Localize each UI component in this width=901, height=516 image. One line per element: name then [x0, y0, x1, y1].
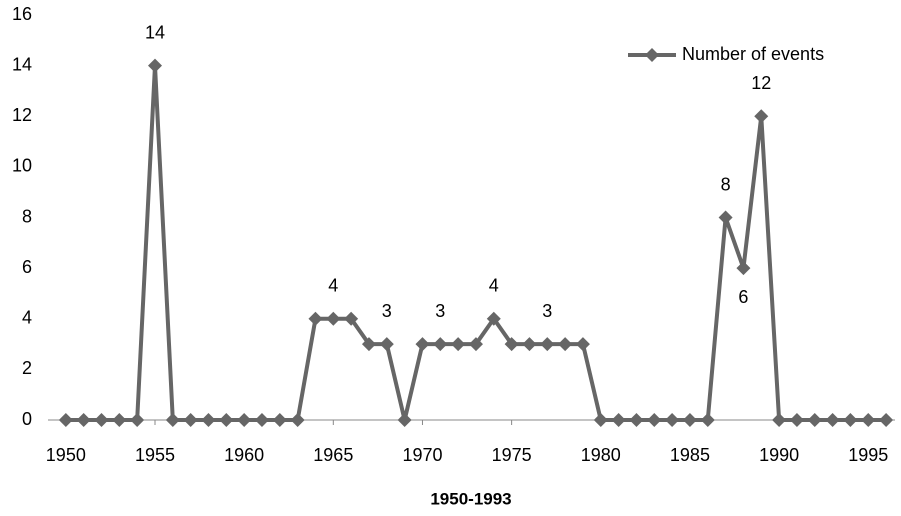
data-point [237, 413, 252, 427]
data-point [789, 413, 804, 427]
data-point [504, 337, 519, 352]
data-point [611, 413, 626, 427]
data-point [308, 311, 323, 326]
data-point [397, 413, 412, 427]
data-point [112, 413, 127, 427]
data-point [272, 413, 287, 427]
data-point [825, 413, 840, 427]
data-point [558, 337, 573, 352]
data-point [165, 413, 180, 427]
data-point [861, 413, 876, 427]
x-tick-label: 1985 [670, 445, 710, 465]
data-point [486, 311, 501, 326]
data-point [879, 413, 894, 427]
data-point [361, 337, 376, 352]
data-point [682, 413, 697, 427]
x-tick-label: 1995 [848, 445, 888, 465]
data-point [130, 413, 145, 427]
y-tick-label: 6 [22, 257, 32, 277]
y-tick-label: 16 [12, 4, 32, 24]
data-point [540, 337, 555, 352]
data-point [736, 261, 751, 276]
y-tick-label: 14 [12, 54, 32, 74]
data-point [415, 337, 430, 352]
data-point [665, 413, 680, 427]
data-label: 3 [542, 301, 552, 321]
data-point [183, 413, 198, 427]
data-label: 6 [738, 287, 748, 307]
data-point [647, 413, 662, 427]
data-point [290, 413, 305, 427]
data-point [468, 337, 483, 352]
data-point [219, 413, 234, 427]
data-point [451, 337, 466, 352]
data-point [344, 311, 359, 326]
y-tick-label: 12 [12, 105, 32, 125]
x-tick-label: 1980 [581, 445, 621, 465]
data-point [76, 413, 91, 427]
x-tick-label: 1960 [224, 445, 264, 465]
data-point [807, 413, 822, 427]
data-point [58, 413, 73, 427]
data-label: 12 [751, 73, 771, 93]
y-tick-label: 2 [22, 358, 32, 378]
x-tick-label: 1955 [135, 445, 175, 465]
data-point [326, 311, 341, 326]
data-label: 4 [489, 276, 499, 296]
data-point [254, 413, 269, 427]
data-point [94, 413, 109, 427]
data-label: 8 [721, 174, 731, 194]
data-point [843, 413, 858, 427]
data-point [575, 337, 590, 352]
legend-label: Number of events [682, 44, 824, 64]
data-label: 3 [435, 301, 445, 321]
x-tick-label: 1975 [492, 445, 532, 465]
data-point [433, 337, 448, 352]
data-label: 4 [328, 276, 338, 296]
x-axis-label: 1950-1993 [430, 489, 511, 508]
y-tick-label: 4 [22, 308, 32, 328]
data-point [522, 337, 537, 352]
y-tick-label: 10 [12, 156, 32, 176]
data-point [718, 210, 733, 225]
data-point [147, 58, 162, 73]
data-point [754, 109, 769, 124]
data-label: 14 [145, 22, 165, 42]
x-tick-label: 1990 [759, 445, 799, 465]
legend-marker [645, 48, 659, 62]
data-point [379, 337, 394, 352]
data-label: 3 [382, 301, 392, 321]
x-tick-label: 1970 [402, 445, 442, 465]
x-tick-label: 1950 [46, 445, 86, 465]
data-point [772, 413, 787, 427]
y-tick-label: 8 [22, 206, 32, 226]
data-point [201, 413, 216, 427]
data-point [629, 413, 644, 427]
data-point [700, 413, 715, 427]
data-point [593, 413, 608, 427]
y-tick-label: 0 [22, 409, 32, 429]
x-tick-label: 1965 [313, 445, 353, 465]
